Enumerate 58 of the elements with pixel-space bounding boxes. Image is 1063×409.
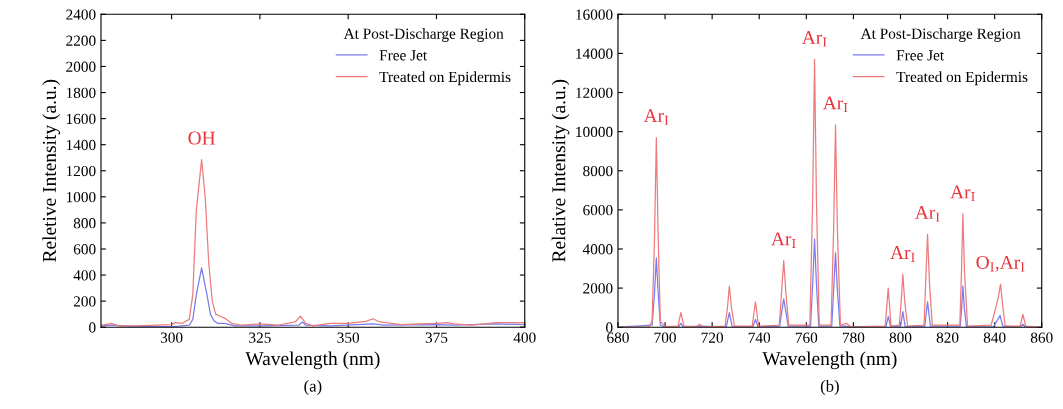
- legend-label: Treated on Epidermis: [896, 71, 1028, 86]
- y-tick-label: 1200: [66, 165, 96, 177]
- legend-title: At Post-Discharge Region: [860, 28, 1021, 42]
- text: (a): [304, 379, 322, 396]
- legend-title: At Post-Discharge Region: [343, 28, 504, 42]
- x-axis-title: Wavelength (nm): [762, 351, 897, 370]
- y-axis-title: Relative Intensity (a.u.): [551, 79, 570, 262]
- annotation: Ar$_{I}$: [643, 109, 669, 125]
- legend-label: Free Jet: [896, 50, 945, 61]
- x-tick-label: 840: [983, 332, 1006, 343]
- y-tick-label: 12000: [576, 87, 613, 98]
- x-axis-title: Wavelength (nm): [245, 351, 380, 370]
- x-tick-label: 760: [795, 332, 818, 343]
- x-tick-label: 325: [249, 332, 271, 343]
- annotation: Ar$_{I}$: [822, 96, 848, 113]
- text: (b): [820, 379, 839, 396]
- y-tick-label: 2000: [583, 283, 613, 294]
- annotation: Ar$_{I}$: [950, 185, 975, 202]
- y-axis-title: Reletive Intensity (a.u.): [42, 79, 61, 262]
- y-tick-label: 1600: [66, 113, 96, 125]
- y-tick-label: 600: [73, 244, 96, 255]
- x-tick-label: 700: [654, 332, 676, 343]
- x-tick-label: 820: [936, 332, 959, 343]
- y-tick-label: 2400: [66, 9, 96, 20]
- x-tick-label: 375: [425, 332, 448, 343]
- x-tick-label: 800: [889, 332, 912, 343]
- annotation: Ar$_{I}$: [914, 206, 940, 222]
- y-tick-label: 2200: [66, 35, 96, 46]
- y-tick-label: 1400: [66, 139, 96, 151]
- x-tick-label: 740: [748, 332, 771, 343]
- x-tick-label: 860: [1030, 332, 1053, 343]
- y-tick-label: 0: [606, 322, 613, 333]
- y-tick-label: 14000: [576, 48, 613, 59]
- y-tick-label: 8000: [583, 165, 613, 177]
- y-tick-label: 1800: [66, 87, 96, 98]
- y-tick-label: 6000: [583, 205, 613, 216]
- legend-label: Treated on Epidermis: [379, 71, 511, 86]
- y-tick-label: 1000: [66, 191, 96, 203]
- annotation: O$_{I}$,Ar$_{I}$: [976, 255, 1025, 272]
- y-tick-label: 400: [73, 270, 96, 281]
- y-tick-label: 800: [73, 218, 96, 229]
- annotation: Ar$_{I}$: [890, 246, 915, 262]
- x-tick-label: 400: [513, 332, 536, 343]
- annotation: Ar$_{I}$: [771, 232, 796, 248]
- annotation: OH: [188, 131, 216, 145]
- x-tick-label: 350: [337, 332, 360, 343]
- x-tick-label: 680: [607, 332, 629, 343]
- y-tick-label: 10000: [576, 126, 613, 138]
- x-tick-label: 300: [160, 332, 183, 343]
- y-tick-label: 200: [73, 296, 96, 307]
- legend-label: Free Jet: [379, 50, 428, 61]
- y-tick-label: 0: [89, 322, 96, 333]
- x-tick-label: 780: [842, 332, 865, 343]
- x-tick-label: 720: [701, 332, 724, 343]
- annotation: Ar$_{I}$: [801, 31, 827, 47]
- y-tick-label: 2000: [66, 61, 96, 72]
- y-tick-label: 4000: [582, 244, 613, 255]
- y-tick-label: 16000: [576, 9, 613, 20]
